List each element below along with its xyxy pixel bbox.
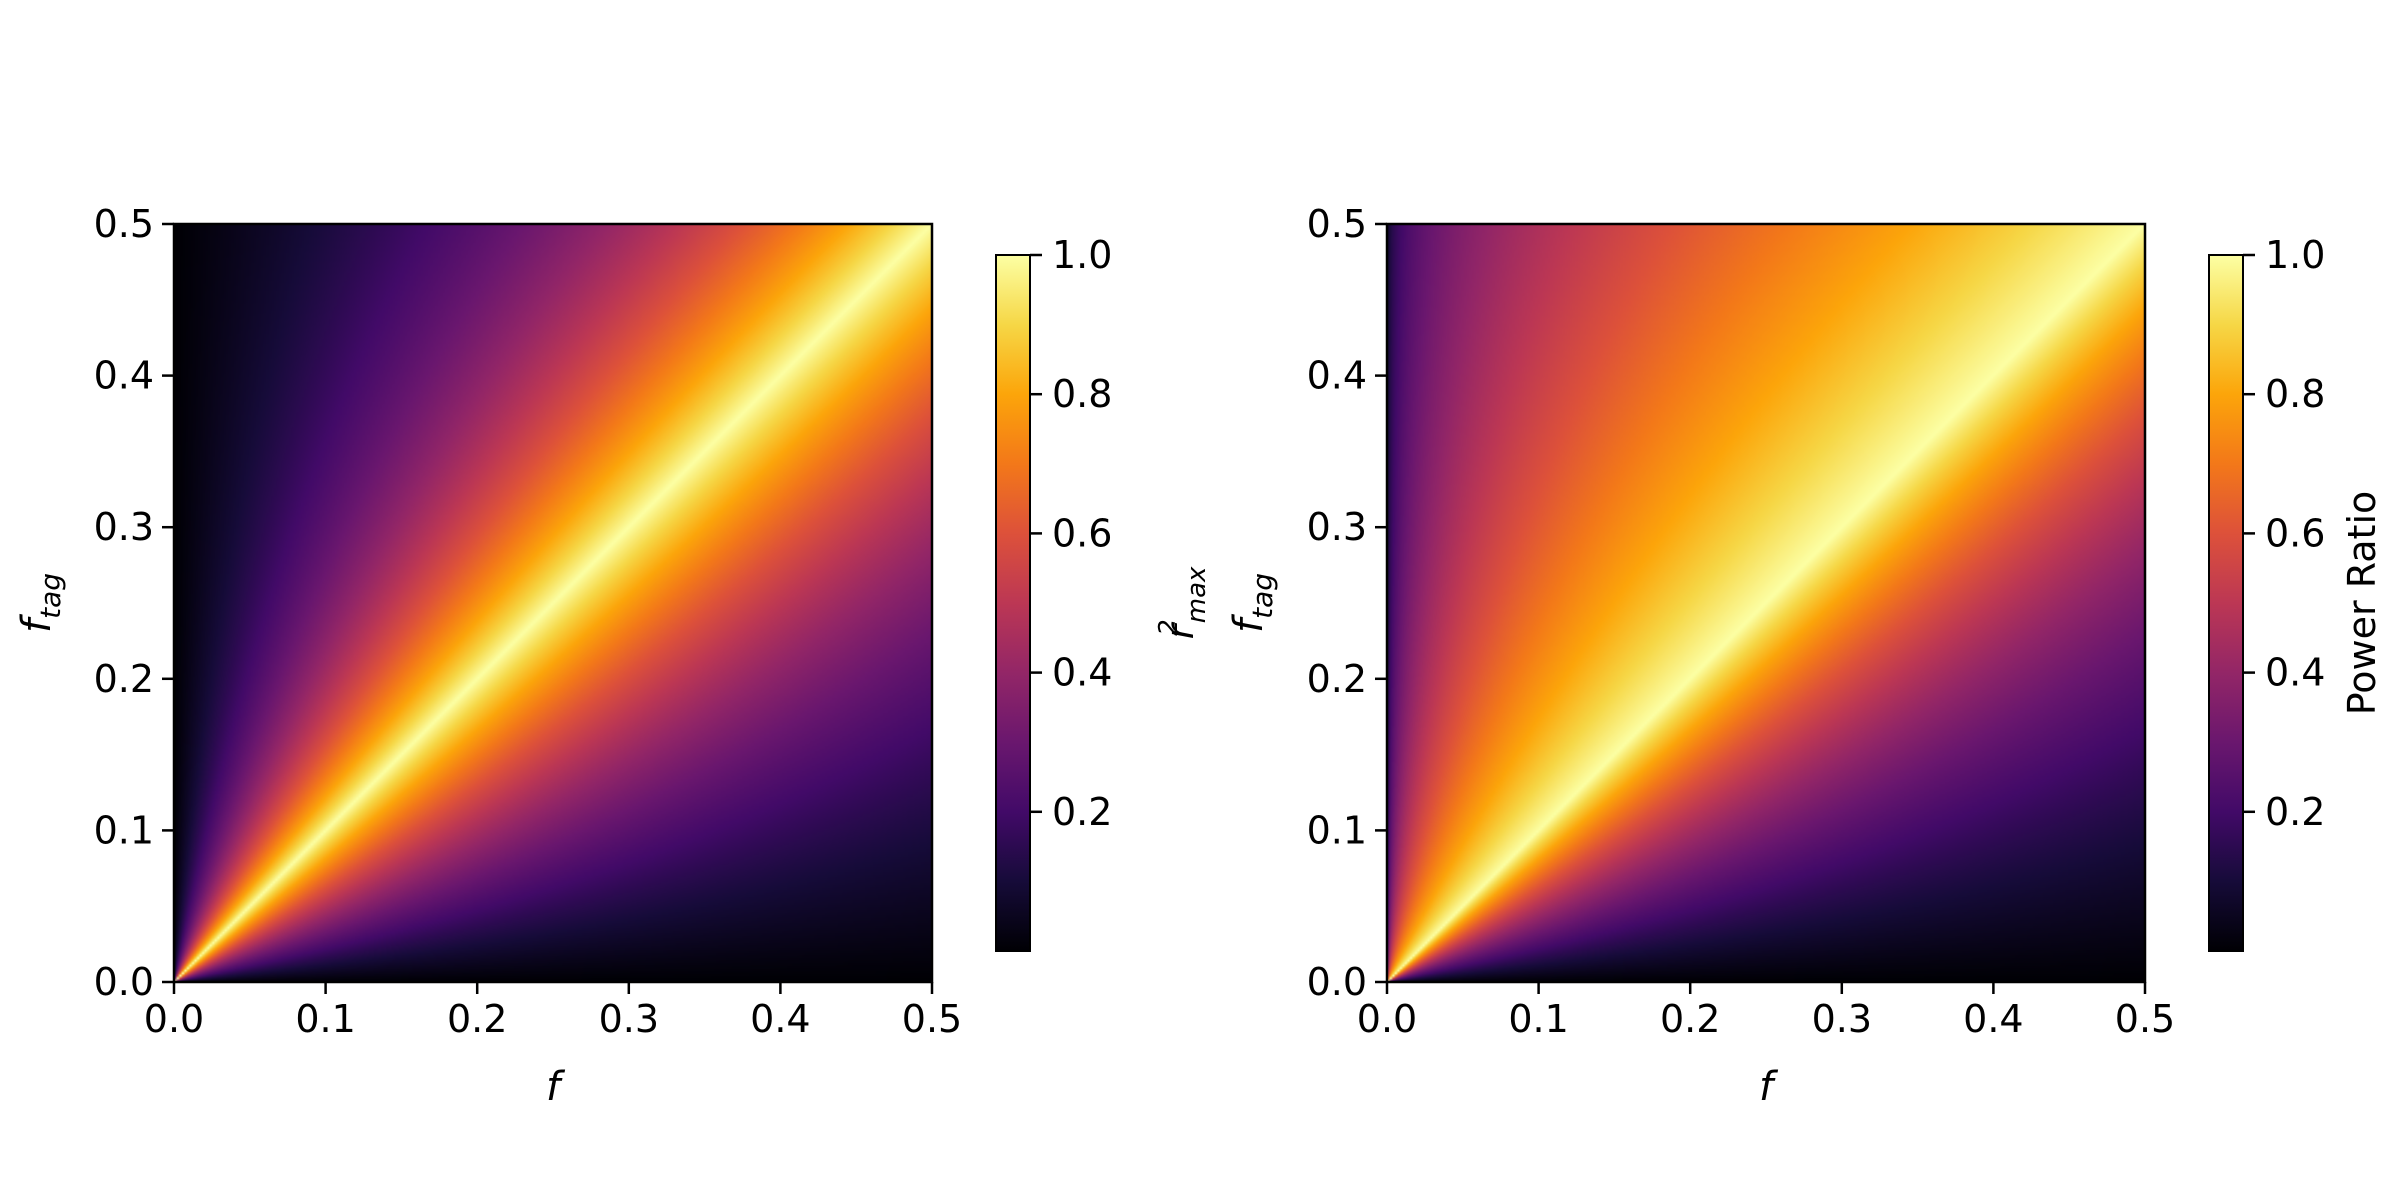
y-tick-label: 0.5 bbox=[94, 202, 154, 246]
colorbar-2 bbox=[2208, 254, 2244, 952]
y-tick-label: 0.4 bbox=[94, 354, 154, 398]
y-axis-label-1: ftag bbox=[14, 573, 67, 633]
x-axis-label-2: f bbox=[1759, 1064, 1779, 1110]
ticks-1: 0.0 0.1 0.2 0.3 0.4 0.5 0.0 0.1 0.2 0.3 0.4 0.5 bbox=[94, 202, 963, 1041]
panel-2: 0.0 0.1 0.2 0.3 0.4 0.5 0.0 0.1 0.2 0.3 0.4 0.5 f f… bbox=[1226, 202, 2384, 1110]
colorbar-tick-label: 0.8 bbox=[1052, 372, 1112, 416]
y-tick-label: 0.5 bbox=[1307, 202, 1367, 246]
y-tick-label: 0.3 bbox=[94, 505, 154, 549]
x-tick-label: 0.0 bbox=[1357, 997, 1417, 1041]
x-tick-label: 0.1 bbox=[1508, 997, 1568, 1041]
y-tick-label: 0.1 bbox=[94, 808, 154, 852]
colorbar-tick-label: 0.6 bbox=[2265, 511, 2325, 555]
colorbar-tick-label: 0.4 bbox=[2265, 651, 2325, 695]
x-tick-label: 0.4 bbox=[1963, 997, 2023, 1041]
x-tick-label: 0.5 bbox=[902, 997, 962, 1041]
y-tick-label: 0.1 bbox=[1307, 808, 1367, 852]
y-tick-label: 0.2 bbox=[94, 657, 154, 701]
colorbar-label-1: r2max bbox=[1154, 566, 1212, 639]
x-tick-label: 0.2 bbox=[447, 997, 507, 1041]
colorbar-tick-label: 0.6 bbox=[1052, 511, 1112, 555]
colorbar-tick-label: 1.0 bbox=[1052, 233, 1112, 277]
y-tick-label: 0.4 bbox=[1307, 354, 1367, 398]
colorbar-tick-label: 0.4 bbox=[1052, 651, 1112, 695]
x-axis-label-1: f bbox=[546, 1064, 566, 1110]
y-tick-label: 0.0 bbox=[1307, 960, 1367, 1004]
plot-frame-2 bbox=[1385, 222, 2147, 984]
colorbar-tick-label: 0.2 bbox=[2265, 790, 2325, 834]
x-tick-label: 0.5 bbox=[2115, 997, 2175, 1041]
y-axis-label-2: ftag bbox=[1226, 573, 1279, 633]
y-tick-label: 0.2 bbox=[1307, 657, 1367, 701]
colorbar-tick-label: 0.8 bbox=[2265, 372, 2325, 416]
colorbar-1 bbox=[995, 254, 1031, 952]
heatmap-power-ratio bbox=[1387, 224, 2145, 982]
ticks-2: 0.0 0.1 0.2 0.3 0.4 0.5 0.0 0.1 0.2 0.3 0.4 0.5 bbox=[1307, 202, 2176, 1041]
x-tick-label: 0.1 bbox=[295, 997, 355, 1041]
y-tick-label: 0.0 bbox=[94, 960, 154, 1004]
plot-frame-1 bbox=[172, 222, 934, 984]
y-tick-label: 0.3 bbox=[1307, 505, 1367, 549]
x-tick-label: 0.3 bbox=[599, 997, 659, 1041]
x-tick-label: 0.3 bbox=[1812, 997, 1872, 1041]
x-tick-label: 0.4 bbox=[750, 997, 810, 1041]
colorbar-tick-label: 0.2 bbox=[1052, 790, 1112, 834]
panel-1: 0.0 0.1 0.2 0.3 0.4 0.5 0.0 0.1 0.2 0.3 0.4 0.5 f f… bbox=[14, 202, 1212, 1110]
colorbar-ticks-1: 0.2 0.4 0.6 0.8 1.0 bbox=[1030, 233, 1112, 834]
colorbar-tick-label: 1.0 bbox=[2265, 233, 2325, 277]
colorbar-label-2: Power Ratio bbox=[2340, 491, 2384, 716]
colorbar-ticks-2: 0.2 0.4 0.6 0.8 1.0 bbox=[2243, 233, 2325, 834]
x-tick-label: 0.2 bbox=[1660, 997, 1720, 1041]
x-tick-label: 0.0 bbox=[144, 997, 204, 1041]
heatmap-r2max bbox=[174, 224, 932, 982]
